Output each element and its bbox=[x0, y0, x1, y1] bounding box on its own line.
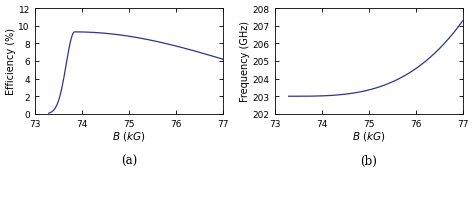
X-axis label: $B\ (kG)$: $B\ (kG)$ bbox=[352, 129, 385, 142]
Y-axis label: Frequency (GHz): Frequency (GHz) bbox=[240, 21, 250, 102]
Y-axis label: Efficiency (%): Efficiency (%) bbox=[6, 28, 16, 95]
Text: (a): (a) bbox=[121, 154, 137, 167]
Text: (b): (b) bbox=[360, 154, 377, 167]
X-axis label: $B\ (kG)$: $B\ (kG)$ bbox=[112, 129, 146, 142]
